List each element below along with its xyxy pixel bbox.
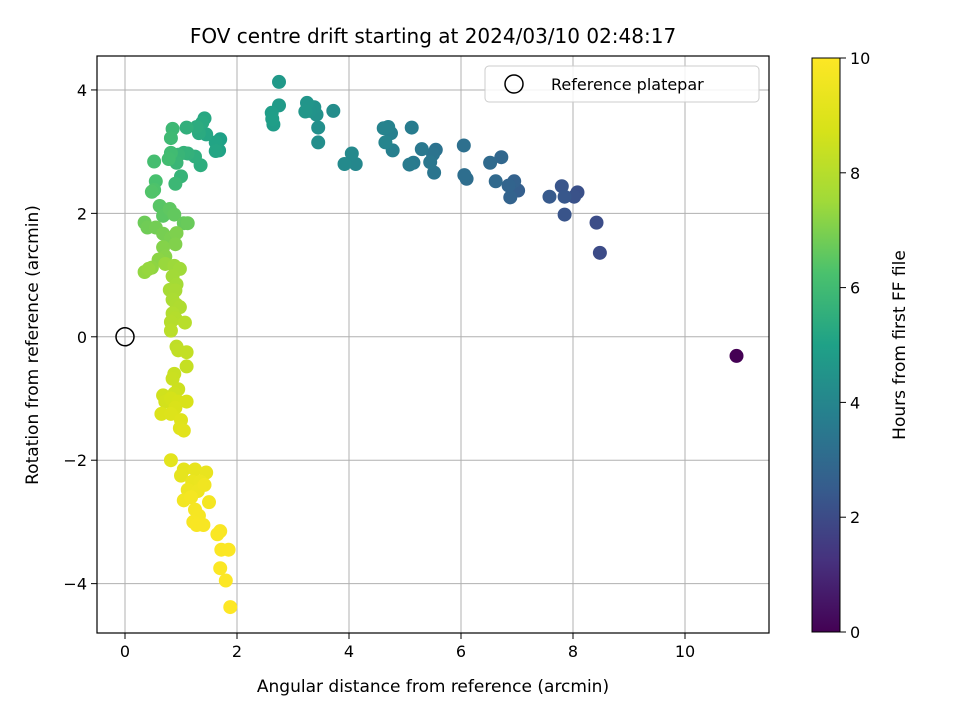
colorbar-tick-label: 8 xyxy=(850,164,860,183)
legend-box xyxy=(484,65,760,103)
data-point xyxy=(265,111,280,126)
reference-marker xyxy=(115,327,135,347)
data-point xyxy=(180,216,195,231)
data-point xyxy=(163,131,178,146)
data-point xyxy=(503,190,518,205)
data-point xyxy=(202,495,216,510)
colorbar-tick-label: 2 xyxy=(850,508,860,527)
data-point xyxy=(494,150,509,165)
data-point xyxy=(402,157,417,172)
data-point xyxy=(189,119,204,134)
data-point xyxy=(483,155,498,170)
colorbar-tick-label: 0 xyxy=(850,623,860,642)
y-axis-label: Rotation from reference (arcmin) xyxy=(23,205,43,485)
data-point xyxy=(404,120,419,135)
data-point xyxy=(488,174,503,189)
data-point xyxy=(179,345,194,360)
data-point xyxy=(213,561,228,576)
data-point xyxy=(311,135,326,150)
legend-marker xyxy=(504,74,524,94)
data-point xyxy=(161,152,176,167)
data-point xyxy=(163,453,178,468)
data-point xyxy=(423,155,438,170)
data-point xyxy=(376,121,391,136)
colorbar-ticks: 0 2 4 6 8 10 xyxy=(840,49,870,642)
data-point xyxy=(168,176,183,191)
y-axis-ticks: −4 −2 0 2 4 xyxy=(63,81,97,594)
data-point xyxy=(163,406,178,421)
data-point xyxy=(272,74,286,89)
y-tick-label: −2 xyxy=(63,451,87,470)
y-tick-label: 0 xyxy=(77,328,87,347)
data-point xyxy=(589,215,604,230)
data-point xyxy=(167,207,182,222)
colorbar-label: Hours from first FF file xyxy=(890,250,910,440)
legend: Reference platepar xyxy=(484,65,760,103)
data-point xyxy=(176,423,191,438)
data-point xyxy=(344,146,359,161)
plot-area: 0 2 4 6 8 10 −4 −2 0 2 4 xyxy=(63,55,770,661)
data-point xyxy=(177,315,192,330)
data-point xyxy=(501,178,516,193)
data-point xyxy=(298,104,313,119)
data-point xyxy=(141,261,156,276)
x-axis-ticks: 0 2 4 6 8 10 xyxy=(120,633,695,661)
data-point xyxy=(221,542,236,557)
x-tick-label: 0 xyxy=(120,642,130,661)
colorbar-tick-label: 10 xyxy=(850,49,870,68)
x-tick-label: 6 xyxy=(456,642,466,661)
data-point xyxy=(197,477,212,492)
data-point xyxy=(210,527,225,542)
data-point xyxy=(427,165,442,180)
data-point xyxy=(163,323,178,338)
x-tick-label: 8 xyxy=(568,642,578,661)
data-point xyxy=(337,156,352,171)
x-axis-label: Angular distance from reference (arcmin) xyxy=(257,677,609,697)
data-point xyxy=(208,144,223,159)
y-tick-label: −4 xyxy=(63,575,87,594)
data-point xyxy=(554,179,569,194)
data-point xyxy=(557,207,572,222)
data-point xyxy=(378,135,393,150)
data-point xyxy=(592,245,607,260)
data-point xyxy=(729,348,744,363)
data-point xyxy=(184,490,199,505)
data-point xyxy=(414,142,429,157)
data-point xyxy=(147,154,162,169)
data-point xyxy=(165,371,180,386)
data-point xyxy=(179,359,194,374)
data-point xyxy=(169,226,184,241)
data-point xyxy=(223,600,238,615)
plot-background xyxy=(97,56,769,633)
data-point xyxy=(188,462,202,477)
colorbar-tick-label: 4 xyxy=(850,393,860,412)
data-point xyxy=(457,168,472,183)
data-point xyxy=(557,189,572,204)
data-point xyxy=(456,138,471,153)
data-point xyxy=(348,156,363,171)
data-point xyxy=(179,120,194,135)
x-tick-label: 2 xyxy=(232,642,242,661)
colorbar: 0 2 4 6 8 10 Hours from first FF file xyxy=(811,49,910,642)
data-point xyxy=(196,518,211,533)
y-tick-label: 4 xyxy=(77,81,87,100)
plot-frame xyxy=(96,55,770,634)
data-point xyxy=(218,573,233,588)
legend-label: Reference platepar xyxy=(551,75,704,94)
y-tick-label: 2 xyxy=(77,204,87,223)
data-point xyxy=(174,468,188,483)
data-point xyxy=(168,237,183,252)
chart-title: FOV centre drift starting at 2024/03/10 … xyxy=(190,24,676,48)
data-points xyxy=(137,74,744,615)
data-point xyxy=(311,120,326,135)
colorbar-tick-label: 6 xyxy=(850,279,860,298)
data-point xyxy=(144,184,159,199)
x-tick-label: 10 xyxy=(675,642,695,661)
colorbar-gradient xyxy=(811,57,841,633)
data-point xyxy=(179,394,194,409)
data-point xyxy=(326,103,341,118)
data-point xyxy=(542,189,557,204)
x-tick-label: 4 xyxy=(344,642,354,661)
